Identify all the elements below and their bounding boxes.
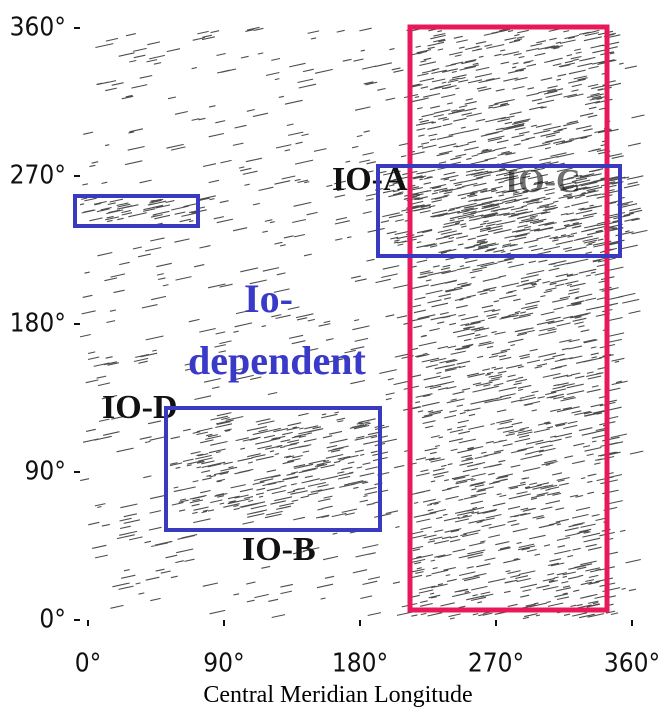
io-label: dependent (188, 338, 366, 383)
x-tick-label: 180° (332, 649, 388, 679)
x-tick-label: 0° (75, 649, 102, 679)
highlight-box (407, 24, 610, 613)
y-tick-label: 180° (10, 309, 66, 339)
x-tick-label: 90° (203, 649, 244, 679)
x-axis-label: Central Meridian Longitude (203, 682, 472, 708)
region-box (376, 164, 622, 258)
y-tick-label: 90° (25, 457, 66, 487)
y-tick-label: 360° (10, 13, 66, 43)
y-tick-label: 0° (39, 605, 66, 635)
io-label: Io- (244, 276, 293, 321)
annotation: IO-C (505, 163, 581, 200)
region-box (164, 406, 382, 532)
x-tick-label: 360° (604, 649, 658, 679)
x-tick-label: 270° (468, 649, 524, 679)
region-box (73, 194, 200, 228)
scan-streaks (79, 24, 648, 620)
scan-texture (79, 24, 648, 620)
annotation: IO-B (242, 531, 316, 568)
y-tick-label: 270° (10, 161, 66, 191)
